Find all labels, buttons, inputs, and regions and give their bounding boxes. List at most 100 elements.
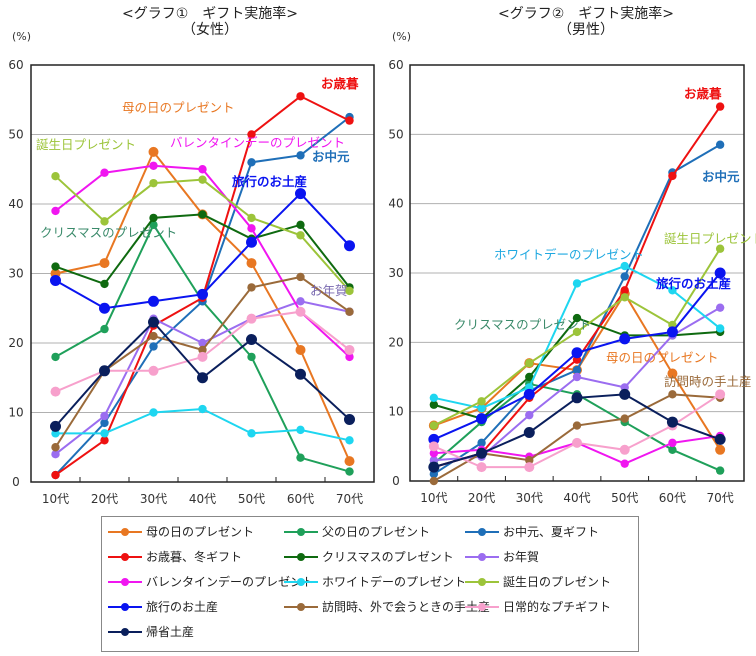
male-data-point bbox=[666, 326, 678, 338]
female-data-point bbox=[99, 258, 110, 269]
male-data-point bbox=[476, 413, 488, 425]
male-data-point bbox=[619, 388, 631, 400]
female-chart-subtitle: （女性） bbox=[182, 22, 238, 38]
male-data-point bbox=[668, 286, 677, 295]
male-y-tick-label: 60 bbox=[388, 58, 403, 72]
female-annotation: お中元 bbox=[312, 149, 350, 164]
female-data-point bbox=[149, 331, 158, 341]
male-data-point bbox=[714, 433, 726, 445]
male-data-point bbox=[429, 400, 439, 409]
female-data-point bbox=[51, 470, 60, 480]
male-data-point bbox=[715, 244, 725, 253]
legend-label: 訪問時、外で会うときの手土産 bbox=[322, 600, 491, 614]
legend-marker-icon bbox=[108, 601, 142, 613]
female-data-point bbox=[296, 297, 305, 306]
female-data-point bbox=[149, 178, 158, 188]
legend-item: クリスマスのプレゼント bbox=[284, 548, 454, 565]
female-data-point bbox=[100, 279, 109, 289]
legend: 母の日のプレゼント 父の日のプレゼント お中元、夏ギフト お歳暮、冬ギフト クリスマスの… bbox=[101, 516, 639, 652]
female-data-point bbox=[247, 213, 256, 223]
male-data-point bbox=[525, 410, 534, 420]
male-annotation: お歳暮 bbox=[684, 86, 722, 101]
female-x-tick-label: 70代 bbox=[336, 492, 363, 506]
female-data-point bbox=[198, 345, 207, 355]
male-data-point bbox=[571, 347, 583, 359]
female-data-point bbox=[344, 344, 355, 355]
male-chart: 0 10 20 30 40 50 60 10代 20代 30代 40代 50代 60代 70代 お歳暮お中元… bbox=[388, 58, 756, 505]
male-data-point bbox=[525, 358, 534, 368]
female-data-point bbox=[99, 365, 110, 377]
female-data-point bbox=[198, 210, 207, 219]
female-y-tick-label: 10 bbox=[8, 406, 23, 420]
legend-marker-icon bbox=[465, 551, 499, 563]
legend-marker-icon bbox=[108, 626, 142, 638]
legend-label: 誕生日のプレゼント bbox=[503, 575, 612, 589]
male-data-point bbox=[619, 444, 630, 455]
female-data-point bbox=[246, 258, 257, 269]
female-data-point bbox=[296, 425, 305, 435]
male-data-point bbox=[667, 368, 678, 379]
female-x-tick-label: 20代 bbox=[91, 492, 118, 506]
female-x-tick-label: 10代 bbox=[42, 492, 69, 506]
legend-marker-icon bbox=[465, 526, 499, 538]
female-data-point bbox=[198, 165, 207, 174]
male-y-tick-label: 30 bbox=[388, 266, 403, 280]
female-data-point bbox=[295, 368, 306, 380]
female-data-point bbox=[50, 420, 61, 432]
female-data-point bbox=[246, 334, 257, 346]
female-data-point bbox=[148, 365, 159, 376]
female-y-tick-label: 20 bbox=[8, 336, 23, 350]
male-data-point bbox=[715, 466, 725, 475]
male-y-tick-label: 20 bbox=[388, 335, 403, 349]
legend-label: 旅行のお土産 bbox=[146, 600, 219, 614]
male-x-tick-label: 70代 bbox=[707, 491, 734, 505]
legend-item: 母の日のプレゼント bbox=[108, 523, 254, 540]
legend-label: お歳暮、冬ギフト bbox=[146, 550, 243, 564]
legend-label: お年賀 bbox=[503, 550, 540, 564]
male-y-unit: (%) bbox=[392, 30, 412, 43]
male-data-point bbox=[476, 447, 488, 459]
female-y-unit: (%) bbox=[12, 30, 32, 43]
male-data-point bbox=[571, 392, 583, 404]
male-data-point bbox=[620, 286, 629, 295]
female-y-tick-label: 50 bbox=[8, 128, 23, 142]
male-data-point bbox=[428, 461, 440, 473]
female-y-tick-label: 40 bbox=[8, 197, 23, 211]
female-x-tick-label: 50代 bbox=[238, 492, 265, 506]
female-data-point bbox=[198, 338, 207, 348]
legend-item: 帰省土産 bbox=[108, 623, 194, 640]
male-data-point bbox=[477, 404, 486, 413]
male-data-point bbox=[714, 267, 726, 279]
male-x-tick-label: 30代 bbox=[516, 491, 543, 505]
female-data-point bbox=[51, 450, 60, 459]
male-data-point bbox=[428, 441, 439, 452]
male-data-point bbox=[668, 390, 677, 399]
female-data-point bbox=[295, 188, 306, 200]
male-data-point bbox=[620, 272, 629, 281]
female-annotation: 母の日のプレゼント bbox=[122, 100, 235, 115]
male-data-point bbox=[572, 365, 582, 375]
male-data-point bbox=[620, 293, 629, 302]
male-chart-subtitle: （男性） bbox=[558, 22, 614, 38]
male-data-point bbox=[572, 327, 582, 337]
male-data-point bbox=[429, 476, 439, 486]
male-data-point bbox=[523, 388, 535, 400]
male-data-point bbox=[572, 372, 582, 382]
female-data-point bbox=[198, 175, 207, 184]
female-data-point bbox=[149, 342, 158, 351]
female-data-point bbox=[247, 283, 256, 292]
female-data-point bbox=[345, 436, 354, 445]
female-data-point bbox=[247, 429, 256, 438]
legend-item: 誕生日のプレゼント bbox=[465, 573, 611, 590]
male-data-point bbox=[715, 303, 725, 312]
male-data-point bbox=[668, 445, 677, 454]
female-data-point bbox=[100, 324, 109, 334]
female-data-point bbox=[149, 213, 158, 223]
male-x-tick-label: 10代 bbox=[420, 491, 447, 505]
female-data-point bbox=[148, 295, 159, 307]
female-data-point bbox=[296, 151, 305, 160]
female-y-tick-label: 30 bbox=[8, 267, 23, 281]
female-chart: 0 10 20 30 40 50 60 10代 20代 30代 40代 50代 60代 70代 お歳暮母の日… bbox=[8, 58, 375, 506]
female-data-point bbox=[148, 146, 159, 157]
legend-item: 訪問時、外で会うときの手土産 bbox=[284, 598, 490, 615]
